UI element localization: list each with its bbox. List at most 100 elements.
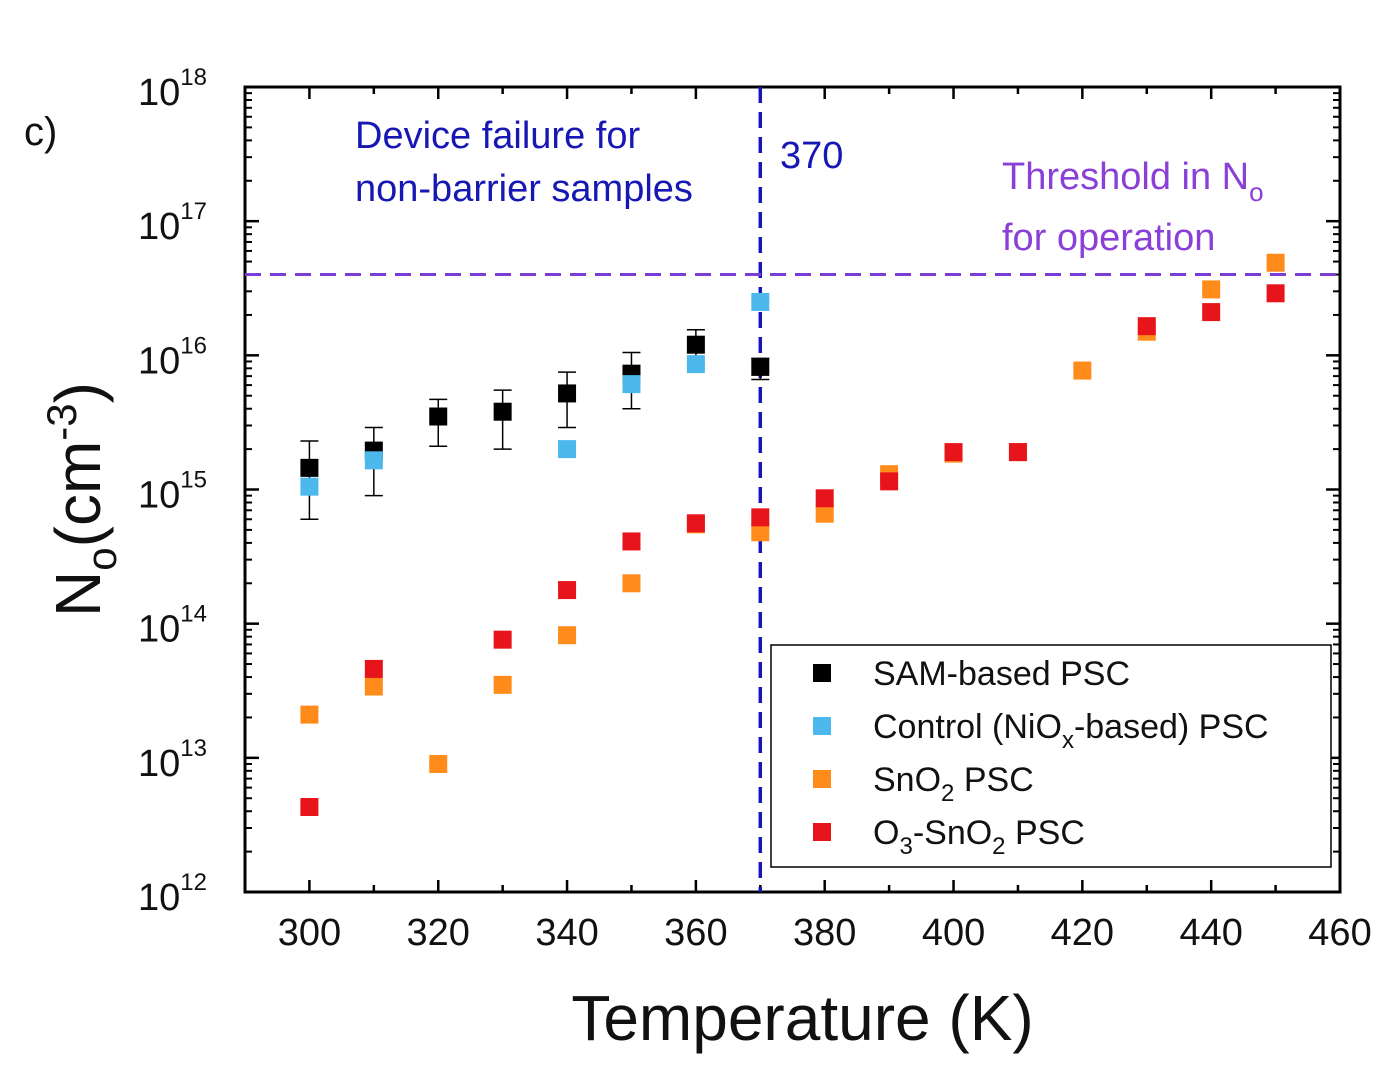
y-tick-power: 12: [180, 869, 207, 896]
y-tick-label: 1012: [138, 869, 207, 919]
vline-value-label: 370: [780, 135, 843, 177]
y-tick-label: 1013: [138, 735, 207, 785]
data-point: [364, 677, 383, 696]
y-tick-base: 10: [138, 475, 180, 517]
data-point: [686, 335, 705, 354]
legend-text-part: PSC: [954, 761, 1033, 799]
y-axis-title: No(cm-3): [38, 382, 125, 617]
data-point: [622, 574, 641, 593]
data-point: [364, 451, 383, 470]
legend-text-part: SnO: [873, 761, 941, 799]
data-point: [558, 384, 577, 403]
data-point: [1266, 253, 1285, 272]
data-point: [751, 523, 770, 542]
data-point: [751, 357, 770, 376]
threshold-annotation-line: Threshold in No: [1002, 156, 1264, 207]
data-point: [1008, 443, 1027, 462]
legend-text-part: SAM-based PSC: [873, 655, 1130, 693]
data-point: [751, 508, 770, 527]
x-tick-label: 460: [1308, 912, 1371, 954]
x-tick-label: 400: [922, 912, 985, 954]
x-tick-label: 320: [407, 912, 470, 954]
threshold-text: Threshold in N: [1002, 156, 1249, 198]
legend-sub: x: [1062, 727, 1074, 754]
y-tick-label: 1015: [138, 467, 207, 517]
threshold-annotation-line: for operation: [1002, 217, 1215, 259]
data-point: [300, 477, 319, 496]
data-point: [944, 443, 963, 462]
legend-marker: [813, 823, 831, 841]
y-tick-base: 10: [138, 877, 180, 919]
legend-label: Control (NiOx-based) PSC: [873, 708, 1269, 754]
y-tick-label: 1017: [138, 198, 207, 248]
data-point: [429, 407, 448, 426]
y-tick-power: 13: [180, 735, 207, 762]
y-tick-label: 1016: [138, 332, 207, 382]
panel-label: c): [24, 110, 57, 154]
data-point: [429, 754, 448, 773]
data-point: [622, 375, 641, 394]
y-tick-base: 10: [138, 72, 180, 114]
legend-text-part: Control (NiO: [873, 708, 1062, 746]
y-tick-label: 1018: [138, 64, 207, 114]
x-tick-label: 420: [1051, 912, 1114, 954]
failure-annotation-line: Device failure for: [355, 115, 640, 157]
y-title-unit-close: ): [42, 382, 114, 403]
x-tick-label: 380: [793, 912, 856, 954]
legend-marker: [813, 717, 831, 735]
data-point: [1266, 284, 1285, 303]
plot-area: 300 320 340 360 380 400 420 440 4601012101310141…: [38, 64, 1372, 1054]
threshold-sub: o: [1249, 177, 1263, 207]
data-point: [493, 402, 512, 421]
data-point: [686, 514, 705, 533]
data-point: [300, 458, 319, 477]
data-point: [558, 440, 577, 459]
legend-marker: [813, 664, 831, 682]
y-tick-power: 16: [180, 332, 207, 359]
data-point: [300, 705, 319, 724]
data-point: [1137, 317, 1156, 336]
y-title-sub: o: [78, 547, 125, 570]
legend-label: O3-SnO2 PSC: [873, 814, 1085, 860]
legend-text-part: -SnO: [913, 814, 992, 852]
failure-annotation-line: non-barrier samples: [355, 168, 693, 210]
data-point: [880, 472, 899, 491]
y-tick-power: 18: [180, 64, 207, 91]
y-title-base: N: [42, 571, 114, 617]
x-tick-label: 440: [1179, 912, 1242, 954]
legend-sub: 3: [899, 833, 912, 860]
data-point: [493, 630, 512, 649]
data-point: [815, 504, 834, 523]
data-point: [751, 292, 770, 311]
data-point: [300, 798, 319, 817]
legend-sub: 2: [992, 833, 1005, 860]
legend-sub: 2: [941, 780, 954, 807]
legend-marker: [813, 770, 831, 788]
data-point: [558, 626, 577, 645]
data-point: [1073, 361, 1092, 380]
legend-text-part: -based) PSC: [1074, 708, 1269, 746]
data-point: [815, 489, 834, 508]
legend-label: SnO2 PSC: [873, 761, 1034, 807]
legend-text-part: O: [873, 814, 899, 852]
y-title-sup: -3: [38, 403, 85, 440]
y-tick-base: 10: [138, 206, 180, 248]
data-point: [1202, 303, 1221, 322]
y-tick-label: 1014: [138, 601, 207, 651]
y-title-unit: (cm: [42, 441, 114, 548]
y-tick-power: 15: [180, 467, 207, 494]
data-point: [364, 659, 383, 678]
x-tick-label: 360: [664, 912, 727, 954]
x-tick-label: 340: [535, 912, 598, 954]
data-point: [686, 355, 705, 374]
y-tick-power: 17: [180, 198, 207, 225]
legend-text-part: PSC: [1006, 814, 1085, 852]
data-point: [558, 581, 577, 600]
x-tick-label: 300: [278, 912, 341, 954]
series-3: [300, 284, 1285, 817]
legend-label: SAM-based PSC: [873, 655, 1130, 693]
legend-box: [770, 644, 1332, 868]
data-point: [622, 532, 641, 551]
y-tick-base: 10: [138, 609, 180, 651]
data-point: [1202, 280, 1221, 299]
